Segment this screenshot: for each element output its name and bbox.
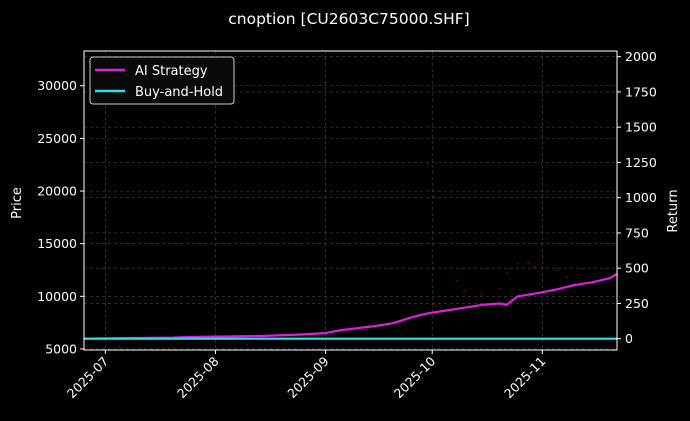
left-axis-ticks: 5000 10000 15000 20000 25000 30000 [37,78,84,356]
legend-label-buy-and-hold: Buy-and-Hold [135,85,223,100]
right-tick-label-0: 0 [625,331,633,346]
left-tick-label-2: 15000 [37,236,77,251]
right-tick-label-8: 2000 [625,49,657,64]
left-tick-label-0: 5000 [45,341,77,356]
right-axis-ticks: 0 250 500 750 1000 1250 1500 1750 2000 [617,49,657,346]
price-point-1 [172,347,174,349]
price-point-14 [566,276,569,279]
x-tick-label-1: 2025-08 [174,353,222,401]
right-axis-label: Return [666,189,681,232]
left-axis-label: Price [10,187,25,219]
price-point-8 [498,288,501,290]
price-point-7 [481,293,483,296]
left-tick-label-3: 20000 [37,184,77,199]
price-point-2 [246,343,249,346]
legend-box [89,56,235,105]
left-tick-label-1: 10000 [37,289,77,304]
left-tick-label-4: 25000 [37,131,77,146]
grid-layer [84,51,617,350]
price-point-9 [506,272,508,274]
right-tick-label-3: 750 [625,225,649,240]
price-point-10 [516,262,519,265]
price-point-15 [580,268,583,270]
right-tick-label-6: 1500 [625,120,657,135]
price-point-0 [118,346,121,348]
right-tick-label-2: 500 [625,261,649,276]
price-point-6 [463,290,466,292]
x-tick-label-2: 2025-09 [284,353,332,401]
price-point-4 [431,303,434,306]
price-scatter-layer [118,261,583,349]
plot-border [83,50,618,351]
legend-label-ai-strategy: AI Strategy [135,64,208,79]
x-tick-label-3: 2025-10 [391,353,439,401]
price-point-12 [534,266,537,268]
right-tick-label-7: 1750 [625,84,657,99]
x-tick-label-0: 2025-07 [64,354,112,402]
series-layer [83,272,618,340]
x-axis-ticks: 2025-07 2025-08 2025-09 2025-10 2025-11 [64,350,549,401]
price-point-11 [527,261,529,264]
series-line-ai-strategy [83,272,618,340]
right-tick-label-5: 1250 [625,155,657,170]
x-tick-label-4: 2025-11 [501,354,549,402]
price-point-13 [555,269,558,271]
legend: AI Strategy Buy-and-Hold [89,56,235,105]
chart-title: cnoption [CU2603C75000.SHF] [228,10,469,28]
left-tick-label-5: 30000 [37,78,77,93]
right-tick-label-1: 250 [625,296,649,311]
price-point-5 [456,279,458,282]
right-tick-label-4: 1000 [625,190,657,205]
